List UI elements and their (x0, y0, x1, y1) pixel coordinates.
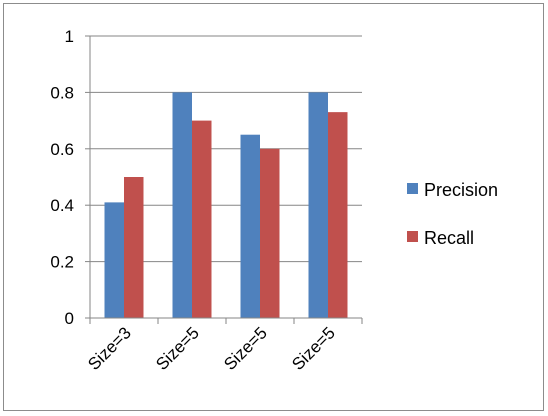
bar-precision-3 (308, 92, 328, 319)
bars (104, 92, 348, 319)
x-tick-label: Size=5 (288, 323, 339, 374)
x-tick-labels: Size=3 Size=5 Size=5 Size=5 (84, 323, 339, 374)
bar-recall-0 (124, 177, 144, 318)
bar-precision-0 (104, 202, 124, 318)
y-tick-label: 1 (65, 27, 74, 46)
y-tick-label: 0.8 (50, 83, 74, 102)
x-tick-label: Size=5 (152, 323, 203, 374)
legend-label-precision: Precision (424, 180, 498, 200)
y-tick-label: 0 (65, 309, 74, 328)
x-tick-label: Size=3 (84, 323, 135, 374)
axes (89, 36, 363, 324)
bar-recall-2 (260, 148, 280, 318)
x-tick-label: Size=5 (220, 323, 271, 374)
bar-precision-2 (240, 134, 260, 318)
bar-recall-3 (328, 112, 348, 318)
y-tick-labels: 0 0.2 0.4 0.6 0.8 1 (50, 27, 74, 328)
legend-swatch-recall (407, 231, 418, 242)
bar-precision-1 (172, 92, 192, 319)
y-tick-label: 0.2 (50, 253, 74, 272)
legend-swatch-precision (407, 183, 418, 194)
legend-label-recall: Recall (424, 228, 474, 248)
legend: Precision Recall (407, 180, 498, 248)
y-tick-label: 0.4 (50, 196, 74, 215)
y-tick-label: 0.6 (50, 140, 74, 159)
bar-recall-1 (192, 120, 212, 318)
